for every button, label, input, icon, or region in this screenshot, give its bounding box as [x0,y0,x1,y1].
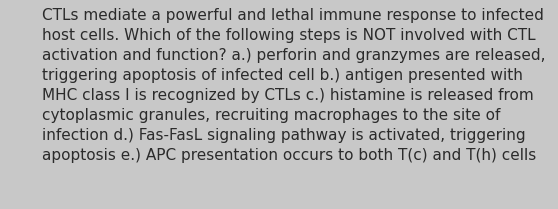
Text: CTLs mediate a powerful and lethal immune response to infected
host cells. Which: CTLs mediate a powerful and lethal immun… [42,8,546,163]
